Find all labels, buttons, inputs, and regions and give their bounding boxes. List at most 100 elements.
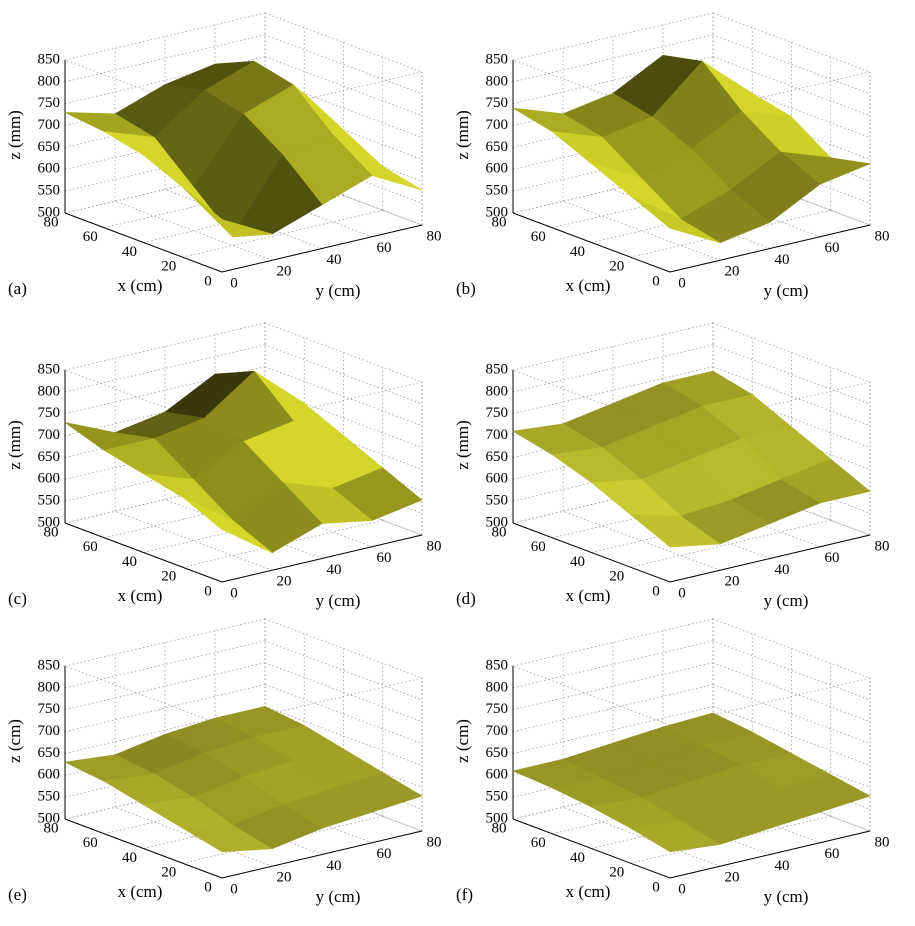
x-tick-label: 40	[570, 554, 585, 570]
z-tick-label: 600	[486, 471, 509, 487]
y-tick-label: 40	[775, 858, 790, 874]
z-tick-label: 600	[38, 767, 61, 783]
z-axis-label: z (mm)	[5, 420, 24, 470]
x-tick-label: 20	[609, 569, 624, 585]
z-tick-label: 800	[486, 679, 509, 695]
y-tick-label: 40	[327, 252, 342, 268]
panel: 5005506006507007508008500204060800204060…	[5, 619, 442, 906]
x-tick-label: 20	[161, 865, 176, 881]
z-tick-label: 800	[38, 383, 61, 399]
grid-line	[513, 641, 713, 688]
z-tick-label: 750	[38, 405, 61, 421]
x-axis-label: x (cm)	[566, 276, 611, 295]
y-tick-label: 40	[775, 252, 790, 268]
z-tick-label: 650	[38, 139, 61, 155]
z-tick-label: 850	[38, 51, 61, 67]
page: 5005506006507007508008500204060800204060…	[0, 0, 915, 926]
z-tick-label: 650	[486, 745, 509, 761]
x-tick-label: 20	[609, 259, 624, 275]
z-axis-label: z (mm)	[453, 110, 472, 160]
y-tick-label: 60	[825, 240, 840, 256]
z-axis-label: z (cm)	[453, 719, 472, 763]
y-tick-label: 40	[327, 858, 342, 874]
z-tick-label: 600	[38, 161, 61, 177]
z-tick-label: 550	[486, 789, 509, 805]
x-tick-label: 60	[83, 229, 98, 245]
z-tick-label: 700	[486, 427, 509, 443]
z-tick-label: 650	[486, 449, 509, 465]
x-tick-label: 40	[122, 554, 137, 570]
x-axis-label: x (cm)	[118, 276, 163, 295]
panel: 5005506006507007508008500204060800204060…	[5, 13, 442, 300]
y-axis-label: y (cm)	[316, 591, 361, 610]
x-axis-label: x (cm)	[566, 586, 611, 605]
x-tick-label: 40	[122, 850, 137, 866]
y-tick-label: 0	[230, 881, 238, 897]
z-tick-label: 700	[38, 723, 61, 739]
x-tick-label: 20	[609, 865, 624, 881]
box-edge	[513, 666, 670, 725]
z-tick-label: 750	[486, 701, 509, 717]
y-tick-label: 60	[377, 550, 392, 566]
z-tick-label: 850	[486, 657, 509, 673]
z-tick-label: 800	[38, 73, 61, 89]
x-tick-label: 80	[44, 214, 59, 230]
y-tick-label: 20	[277, 574, 292, 590]
y-tick-label: 0	[230, 275, 238, 291]
y-axis-label: y (cm)	[764, 887, 809, 906]
figure: 5005506006507007508008500204060800204060…	[0, 0, 915, 926]
x-axis-label: x (cm)	[118, 882, 163, 901]
z-tick-label: 700	[38, 427, 61, 443]
y-tick-label: 0	[678, 881, 686, 897]
box-edge	[65, 666, 222, 725]
x-tick-label: 80	[492, 214, 507, 230]
z-tick-label: 700	[486, 117, 509, 133]
z-tick-label: 650	[38, 449, 61, 465]
y-tick-label: 80	[427, 228, 442, 244]
x-tick-label: 40	[122, 244, 137, 260]
x-tick-label: 60	[531, 229, 546, 245]
x-axis-label: x (cm)	[566, 882, 611, 901]
panel-label: (f)	[456, 885, 473, 904]
y-axis-label: y (cm)	[316, 887, 361, 906]
z-tick-label: 850	[38, 657, 61, 673]
z-tick-label: 550	[486, 493, 509, 509]
z-tick-label: 600	[486, 767, 509, 783]
x-tick-label: 20	[161, 259, 176, 275]
y-tick-label: 0	[230, 585, 238, 601]
z-tick-label: 600	[486, 161, 509, 177]
x-tick-label: 60	[531, 539, 546, 555]
x-tick-label: 60	[83, 539, 98, 555]
z-tick-label: 800	[486, 383, 509, 399]
panel-label: (c)	[8, 589, 27, 608]
x-tick-label: 80	[492, 820, 507, 836]
y-tick-label: 40	[775, 562, 790, 578]
y-tick-label: 60	[377, 240, 392, 256]
x-tick-label: 0	[652, 879, 660, 895]
x-tick-label: 80	[44, 524, 59, 540]
panel: 5005506006507007508008500204060800204060…	[453, 323, 890, 610]
y-tick-label: 20	[725, 574, 740, 590]
y-tick-label: 80	[427, 834, 442, 850]
z-tick-label: 700	[486, 723, 509, 739]
grid-line	[65, 641, 265, 688]
y-tick-label: 20	[277, 870, 292, 886]
z-tick-label: 850	[486, 361, 509, 377]
panel-label: (a)	[8, 279, 27, 298]
y-tick-label: 80	[875, 228, 890, 244]
z-axis-label: z (cm)	[5, 719, 24, 763]
z-tick-label: 550	[38, 493, 61, 509]
y-tick-label: 40	[327, 562, 342, 578]
z-tick-label: 600	[38, 471, 61, 487]
x-tick-label: 60	[83, 835, 98, 851]
y-tick-label: 0	[678, 585, 686, 601]
y-tick-label: 60	[825, 846, 840, 862]
panel-label: (d)	[456, 589, 476, 608]
z-tick-label: 550	[486, 183, 509, 199]
x-tick-label: 80	[492, 524, 507, 540]
y-tick-label: 20	[725, 870, 740, 886]
x-tick-label: 40	[570, 850, 585, 866]
y-axis-label: y (cm)	[764, 281, 809, 300]
x-tick-label: 0	[652, 583, 660, 599]
z-tick-label: 700	[38, 117, 61, 133]
